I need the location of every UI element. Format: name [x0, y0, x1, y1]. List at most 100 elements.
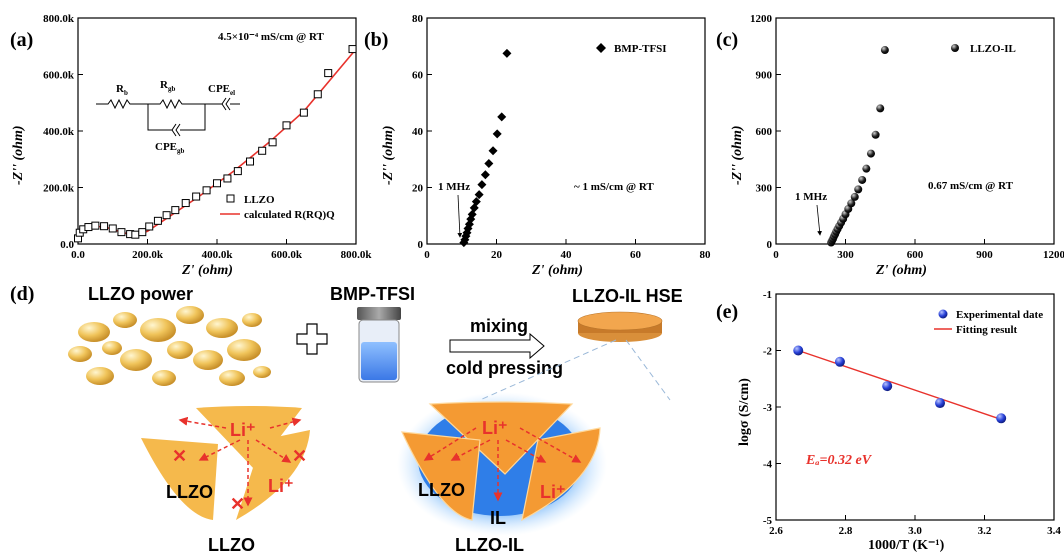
legend-marker-llzo [226, 194, 235, 203]
panel-e-fit-line [797, 349, 1002, 421]
data-point-llzo [84, 223, 93, 232]
legend-label-fitting: Fitting result [956, 324, 1018, 336]
y-tick-label: -2 [763, 346, 773, 358]
data-point-llzo [258, 146, 267, 155]
process-cold-pressing: cold pressing [446, 358, 563, 378]
panel-b-chart: 0 20 40 60 80 0 20 40 60 80 (b) BMP-TFSI ~ 1 mS/c… [364, 13, 711, 278]
y-tick-label: 20 [412, 183, 424, 195]
data-point-llzo [246, 157, 255, 166]
circuit-rgb-label: Rgb [160, 79, 175, 93]
y-tick-label: -5 [763, 515, 773, 527]
data-point-llzo [91, 221, 100, 230]
svg-text:✕: ✕ [230, 494, 245, 514]
panel-b-label: (b) [364, 29, 388, 51]
panel-a-chart: 0.0 200.0k 400.0k 600.0k 800.0k 0.0 200.0k 400.… [10, 13, 372, 278]
panel-a-ylabel: -Z'' (ohm) [11, 126, 26, 186]
y-tick-label: -3 [763, 402, 773, 414]
data-point-experimental [834, 356, 845, 367]
activation-energy: Eₐ=0.32 eV [805, 453, 873, 468]
zoom-line-right [625, 339, 671, 401]
x-tick-label: 1200 [1043, 249, 1064, 261]
legend-label-fit: calculated R(RQ)Q [244, 209, 335, 221]
y-tick-label: 900 [756, 70, 773, 82]
panel-e-chart: 2.6 2.8 3.0 3.2 3.4 -5 -4 -3 -2 -1 (e) Experiment… [716, 289, 1061, 553]
data-point-llzo [213, 179, 221, 188]
data-point-llzo [100, 222, 109, 231]
x-tick-label: 2.6 [769, 525, 783, 537]
y-tick-label: -1 [763, 289, 772, 301]
y-tick-label: 60 [412, 70, 424, 82]
x-tick-label: 60 [630, 249, 642, 261]
cpe-el-element [205, 97, 240, 111]
legend-label-bmp: BMP-TFSI [614, 43, 667, 55]
panel-b-ylabel: -Z'' (ohm) [381, 126, 396, 186]
y-tick-label: 800.0k [43, 13, 75, 25]
y-tick-label: 400.0k [43, 126, 75, 138]
data-point-llzo-il [854, 185, 863, 194]
data-point-llzo-il [850, 192, 859, 201]
svg-text:✕: ✕ [172, 446, 187, 466]
data-point-llzo [192, 192, 201, 201]
data-point-llzo-il [862, 164, 871, 173]
panel-e-xlabel: 1000/T (K⁻¹) [868, 538, 945, 553]
y-tick-label: 0.0 [60, 239, 74, 251]
llzo-powder-particles [68, 306, 271, 386]
x-tick-label: 900 [976, 249, 993, 261]
x-tick-label: 3.2 [978, 525, 992, 537]
x-tick-label: 800.0k [341, 249, 373, 261]
llzo-grain-diagram: ✕ ✕ ✕ [141, 406, 310, 520]
legend-marker-experimental [938, 309, 948, 319]
y-tick-label: 600 [756, 126, 773, 138]
pellet-icon [577, 311, 663, 342]
panel-c-ylabel: -Z'' (ohm) [730, 126, 745, 186]
y-tick-label: -4 [763, 459, 773, 471]
circuit-cpe-el-label: CPEel [208, 83, 235, 97]
data-point-llzo [268, 138, 277, 147]
data-point-llzo [162, 211, 171, 220]
data-point-llzo [313, 90, 322, 99]
panel-a-xlabel: Z' (ohm) [181, 263, 233, 278]
panel-c-xlabel: Z' (ohm) [875, 263, 927, 278]
x-tick-label: 80 [700, 249, 712, 261]
panel-a-label: (a) [10, 29, 33, 51]
x-tick-label: 0 [424, 249, 430, 261]
data-point-bmp-tfsi [502, 48, 512, 58]
y-tick-label: 0 [767, 239, 773, 251]
data-point-llzo-il [847, 199, 856, 208]
data-point-bmp-tfsi [488, 146, 498, 156]
x-tick-label: 0.0 [71, 249, 85, 261]
panel-a-conductivity: 4.5×10⁻⁴ mS/cm @ RT [218, 31, 325, 43]
x-tick-label: 20 [491, 249, 503, 261]
data-point-llzo-il [858, 175, 867, 184]
process-mixing: mixing [470, 316, 528, 336]
llzo-grain-label-right: LLZO [418, 480, 465, 500]
y-tick-label: 200.0k [43, 183, 75, 195]
y-tick-label: 80 [412, 13, 424, 25]
data-point-llzo [202, 186, 211, 195]
data-point-bmp-tfsi [477, 180, 487, 190]
data-point-llzo-il [876, 104, 885, 113]
x-tick-label: 3.0 [908, 525, 922, 537]
legend-label-llzo-il: LLZO-IL [970, 43, 1016, 55]
llzo-powder-label: LLZO power [88, 284, 193, 304]
x-tick-label: 3.4 [1047, 525, 1061, 537]
data-point-llzo [138, 228, 147, 237]
zoom-line-left [479, 339, 617, 401]
li-ion-label-left-right: Li⁺ [268, 476, 294, 496]
li-ion-label-right-top: Li⁺ [482, 418, 508, 438]
panel-b-xlabel: Z' (ohm) [531, 263, 583, 278]
data-point-llzo [181, 199, 190, 208]
li-ion-label-right-right: Li⁺ [540, 482, 566, 502]
data-point-llzo [324, 69, 333, 78]
x-tick-label: 400.0k [202, 249, 234, 261]
legend-marker-bmp [596, 43, 606, 53]
bmp-tfsi-label: BMP-TFSI [330, 284, 415, 304]
data-point-experimental [793, 345, 804, 356]
data-point-llzo [145, 222, 154, 231]
hse-label: LLZO-IL HSE [572, 286, 683, 306]
llzo-grain-label-left: LLZO [166, 482, 213, 502]
llzo-il-grain-diagram [397, 392, 607, 536]
data-point-llzo [348, 45, 357, 54]
y-tick-label: 300 [756, 183, 773, 195]
y-tick-label: 1200 [750, 13, 773, 25]
